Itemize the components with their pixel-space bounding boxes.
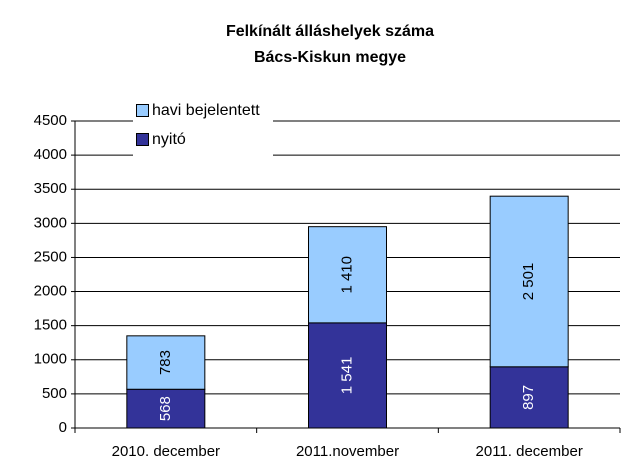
legend-entry: havi bejelentett: [136, 96, 270, 125]
x-tick-label: 2011.november: [296, 443, 399, 460]
y-tick-label: 1000: [34, 351, 67, 368]
y-tick-label: 4000: [34, 146, 67, 163]
bar-segment: [489, 195, 569, 368]
y-tick-label: 0: [59, 419, 67, 436]
legend-swatch: [136, 133, 149, 146]
data-label: 568: [157, 396, 174, 421]
chart-subtitle: Bács-Kiskun megye: [254, 49, 406, 66]
y-tick-label: 1500: [34, 317, 67, 334]
bar-segment: [126, 335, 206, 390]
data-label: 1 541: [338, 357, 355, 395]
data-label: 897: [520, 385, 537, 410]
y-tick-label: 500: [42, 385, 67, 402]
legend-swatch: [136, 104, 149, 117]
bar-segment: [308, 322, 387, 429]
data-label: 783: [157, 350, 174, 375]
legend-label: nyitó: [152, 131, 186, 148]
y-tick-label: 4500: [34, 112, 67, 129]
y-tick-label: 3000: [34, 214, 67, 231]
legend-label: havi bejelentett: [152, 102, 260, 119]
legend-entry: nyitó: [136, 125, 270, 154]
data-label: 1 410: [338, 256, 355, 294]
x-tick-label: 2011. december: [476, 443, 583, 460]
y-tick-label: 2000: [34, 283, 67, 300]
bar-segment: [489, 366, 569, 429]
x-tick-label: 2010. december: [112, 443, 220, 460]
y-tick-label: 2500: [34, 248, 67, 265]
bar-segment: [126, 388, 206, 429]
y-tick-label: 3500: [34, 180, 67, 197]
chart-title: Felkínált álláshelyek száma: [226, 23, 434, 40]
data-label: 2 501: [520, 263, 537, 301]
bar-segment: [308, 226, 387, 324]
legend: havi bejelentett nyitó: [133, 94, 273, 156]
